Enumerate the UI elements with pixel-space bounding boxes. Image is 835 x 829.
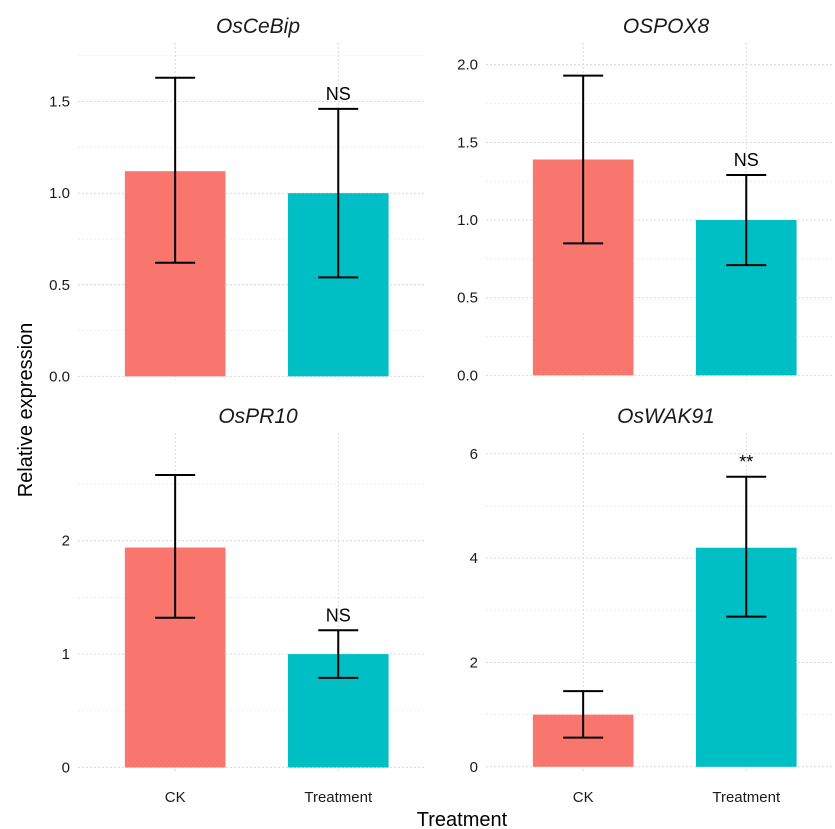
x-tick-label: CK <box>165 789 186 806</box>
y-tick-label: 0.5 <box>457 290 478 307</box>
significance-label: NS <box>734 150 759 170</box>
y-tick-label: 0.0 <box>49 368 70 385</box>
error-bar-CK <box>155 76 196 264</box>
y-tick-label: 4 <box>470 550 478 567</box>
y-tick-label: 1 <box>62 646 70 663</box>
y-tick-label: 1.5 <box>49 94 70 111</box>
y-tick-label: 2.0 <box>457 57 478 74</box>
significance-label: ** <box>739 452 753 472</box>
significance-label: NS <box>326 84 351 104</box>
panel-title: OsPR10 <box>218 405 298 428</box>
x-tick-label: CK <box>573 789 594 806</box>
panel-OSPOX8: OSPOX8 0.0 0.5 1.0 1.5 2.0 NS <box>457 15 833 384</box>
y-tick-label: 2 <box>470 654 478 671</box>
y-tick-label: 1.0 <box>457 212 478 229</box>
error-bar-CK <box>563 74 604 245</box>
y-tick-label: 0.5 <box>49 277 70 294</box>
error-bar-Treatment <box>318 629 359 679</box>
panel-title: OsWAK91 <box>617 405 715 428</box>
y-tick-label: 1.0 <box>49 185 70 202</box>
panel-OsCeBip: OsCeBip 0.0 0.5 1.0 1.5 NS <box>49 15 425 385</box>
panel-OsWAK91: OsWAK91 0 2 4 6 ** CK Treatment <box>470 405 833 806</box>
significance-label: NS <box>326 605 351 625</box>
y-tick-label: 6 <box>470 446 478 463</box>
panel-title: OSPOX8 <box>623 15 710 38</box>
error-bar-Treatment <box>318 107 359 279</box>
error-bar-CK <box>563 690 604 739</box>
panel-OsPR10: OsPR10 0 1 2 NS CK Treatment <box>62 405 425 806</box>
y-tick-label: 0.0 <box>457 367 478 384</box>
panel-title: OsCeBip <box>216 15 300 38</box>
error-bar-Treatment <box>726 475 767 618</box>
x-tick-label: Treatment <box>304 789 373 806</box>
x-axis-title: Treatment <box>417 809 508 829</box>
error-bar-Treatment <box>726 174 767 267</box>
x-tick-label: Treatment <box>712 789 781 806</box>
y-axis-title: Relative expression <box>15 323 37 498</box>
y-tick-label: 1.5 <box>457 134 478 151</box>
y-tick-label: 2 <box>62 533 70 550</box>
y-tick-label: 0 <box>62 759 70 776</box>
error-bar-CK <box>155 473 196 619</box>
y-tick-label: 0 <box>470 759 478 776</box>
